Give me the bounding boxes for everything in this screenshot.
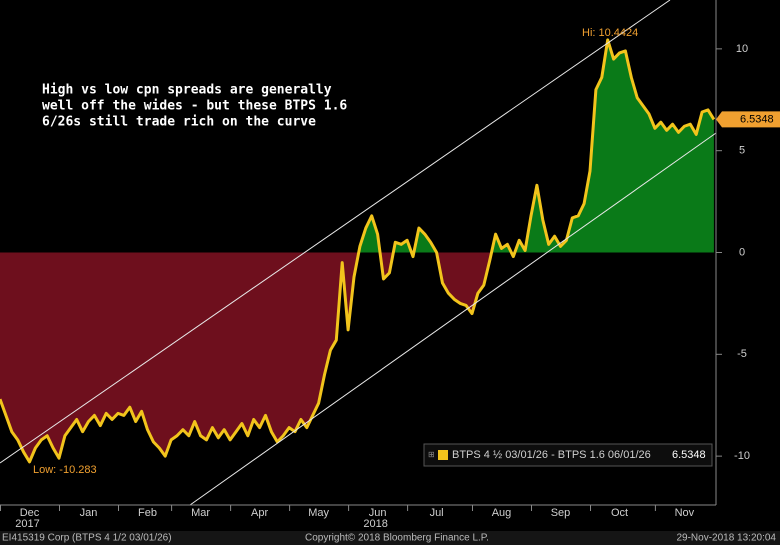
x-tick-label: May [308,507,329,519]
legend-toggle[interactable]: ⊞ [428,450,435,459]
x-tick-label: Feb [138,507,157,519]
x-tick-label: Mar [191,507,210,519]
line [0,38,716,464]
last-value-tag [716,111,780,128]
footer-timestamp: 29-Nov-2018 13:20:04 [676,533,776,544]
channel-upper [0,0,671,464]
footer-copyright: Copyright© 2018 Bloomberg Finance L.P. [305,533,489,544]
annotation: High vs low cpn spreads are generally [42,83,332,98]
legend-swatch [438,450,448,460]
x-tick-label: Apr [251,507,268,519]
channel-lower [189,132,717,506]
legend [423,443,713,467]
x-tick-label: Dec [20,507,40,519]
y-tick-label: 0 [739,246,745,258]
plot-area [0,38,716,464]
x-tick-label: Aug [492,507,512,519]
legend-label: BTPS 4 ½ 03/01/26 - BTPS 1.6 06/01/26 [452,449,651,461]
x-tick-label: Sep [551,507,571,519]
y-tick-label: -5 [737,348,747,360]
x-tick-label: Jan [80,507,98,519]
x-year-label: 2018 [363,518,387,530]
annotation: 6/26s still trade rich on the curve [42,115,316,130]
y-tick-label: 5 [739,145,745,157]
last-value-label: 6.5348 [740,113,774,125]
x-year-label: 2017 [15,518,39,530]
hi-label: Hi: 10.4424 [582,27,638,39]
x-tick-label: Oct [611,507,628,519]
footer-ticker: EI415319 Corp (BTPS 4 1/2 03/01/26) [2,533,172,544]
y-tick-label: 10 [736,43,748,55]
area-negative [0,252,714,462]
annotation: well off the wides - but these BTPS 1.6 [42,99,347,114]
x-tick-label: Nov [675,507,695,519]
low-label: Low: -10.283 [33,464,97,476]
x-tick-label: Jun [369,507,387,519]
x-tick-label: Jul [430,507,444,519]
y-tick-label: -10 [734,450,750,462]
legend-value: 6.5348 [672,449,706,461]
footer-bar [0,531,780,545]
